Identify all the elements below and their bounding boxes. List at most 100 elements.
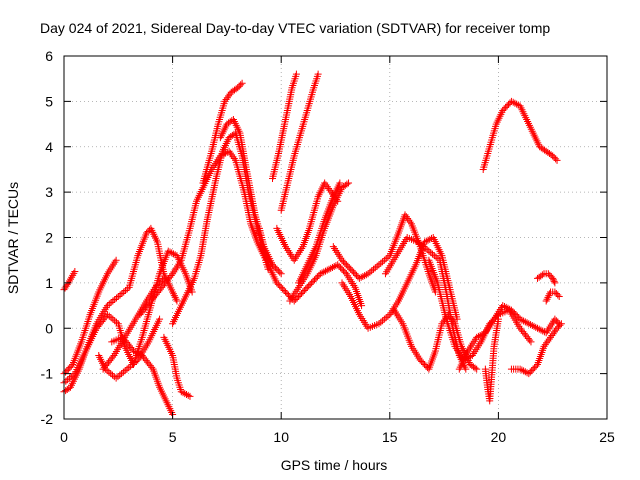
series-arc-14: [269, 70, 300, 183]
x-tick-label: 25: [599, 429, 615, 445]
data-point: [144, 227, 152, 235]
data-point: [121, 367, 129, 375]
data-point: [362, 271, 370, 279]
data-point: [521, 318, 529, 326]
data-point: [107, 314, 115, 322]
data-point: [323, 183, 331, 191]
data-point: [430, 252, 438, 260]
data-point: [66, 364, 74, 372]
data-point: [292, 70, 300, 78]
data-point: [499, 302, 507, 310]
data-point: [123, 285, 131, 293]
data-point: [543, 295, 551, 303]
data-point: [181, 390, 189, 398]
data-point: [528, 367, 536, 375]
data-point: [551, 279, 559, 287]
data-point: [169, 250, 177, 258]
data-point: [63, 367, 71, 375]
data-point: [520, 367, 528, 375]
data-point: [109, 353, 117, 361]
data-point: [177, 388, 185, 396]
data-point: [416, 356, 424, 364]
data-point: [109, 297, 117, 305]
data-point: [419, 243, 427, 251]
data-point: [271, 264, 279, 272]
data-point: [554, 291, 562, 299]
data-point: [422, 362, 430, 370]
data-point: [547, 333, 555, 341]
data-point: [434, 255, 442, 263]
y-tick-label: -1: [41, 366, 54, 382]
data-point: [551, 315, 559, 323]
data-point: [226, 90, 234, 98]
data-point: [505, 100, 513, 108]
data-point: [500, 302, 508, 310]
data-point: [540, 328, 548, 336]
data-point: [507, 306, 515, 314]
data-point: [549, 330, 557, 338]
data-point: [523, 319, 531, 327]
x-tick-label: 5: [169, 429, 177, 445]
data-point: [546, 290, 554, 298]
data-point: [345, 264, 353, 272]
data-point: [296, 291, 304, 299]
data-point: [355, 274, 363, 282]
data-point: [528, 322, 536, 330]
data-point: [525, 370, 533, 378]
data-point: [156, 279, 164, 287]
data-point: [173, 297, 181, 305]
data-point: [116, 291, 124, 299]
data-point: [540, 342, 548, 350]
data-point: [305, 282, 313, 290]
data-point: [63, 281, 71, 289]
data-point: [61, 368, 69, 376]
data-point: [326, 186, 334, 194]
data-point: [476, 332, 484, 340]
data-point: [425, 247, 433, 255]
data-point: [380, 256, 388, 264]
series-arc-18: [295, 179, 344, 287]
data-point: [327, 264, 335, 272]
data-point: [545, 292, 553, 300]
data-point: [527, 338, 535, 346]
data-point: [171, 293, 179, 301]
data-point: [518, 316, 526, 324]
data-point: [494, 315, 502, 323]
data-point: [548, 332, 556, 340]
data-point: [551, 288, 559, 296]
data-point: [423, 246, 431, 254]
data-point: [380, 315, 388, 323]
data-point: [371, 264, 379, 272]
data-point: [535, 325, 543, 333]
data-point: [357, 273, 365, 281]
data-point: [342, 261, 350, 269]
data-point: [516, 315, 524, 323]
data-point: [127, 362, 135, 370]
data-point: [382, 314, 390, 322]
data-point: [421, 244, 429, 252]
data-point: [509, 98, 517, 106]
data-point: [299, 288, 307, 296]
series-layer: [60, 70, 565, 418]
data-point: [533, 324, 541, 332]
data-point: [377, 259, 385, 267]
data-point: [297, 289, 305, 297]
data-point: [166, 248, 174, 256]
data-point: [274, 280, 282, 288]
data-point: [339, 258, 347, 266]
series-arc-24: [455, 302, 563, 373]
data-point: [109, 315, 117, 323]
data-point: [123, 365, 131, 373]
data-point: [270, 262, 278, 270]
data-point: [306, 280, 314, 288]
data-point: [345, 179, 353, 187]
data-point: [169, 290, 177, 298]
data-point: [293, 294, 301, 302]
data-point: [471, 364, 479, 372]
data-point: [544, 293, 552, 301]
data-point: [384, 312, 392, 320]
data-point: [103, 311, 111, 319]
y-tick-label: 5: [45, 93, 53, 109]
data-point: [222, 96, 230, 104]
data-point: [512, 311, 520, 319]
